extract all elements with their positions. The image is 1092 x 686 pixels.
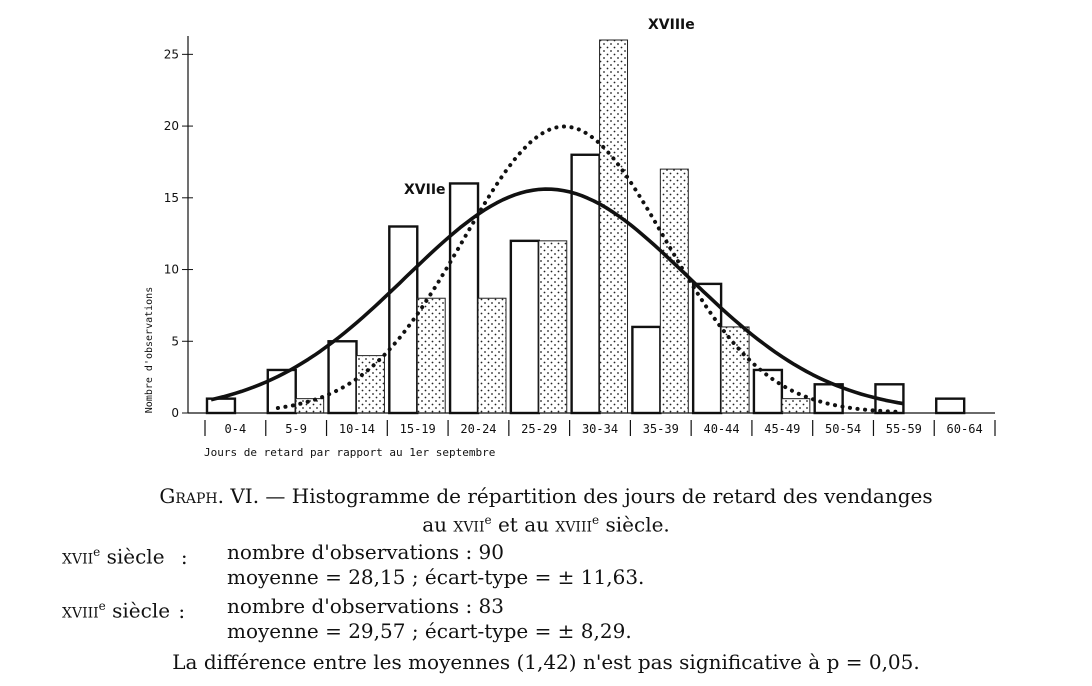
separator: : [172, 598, 186, 623]
bar-xviie [935, 397, 966, 415]
figure-caption: Graph. VI. — Histogramme de répartition … [0, 484, 1092, 537]
bar-xviie [327, 340, 358, 415]
x-axis-label: Jours de retard par rapport au 1er septe… [204, 446, 495, 459]
bar-xviiie [295, 398, 325, 414]
x-tick-label: 25-29 [521, 422, 557, 436]
bar-xviiie [720, 326, 750, 414]
x-tick-label: 60-64 [947, 422, 983, 436]
caption-century-17: xvii [453, 512, 485, 537]
y-tick-label: 20 [164, 119, 179, 133]
stats-count: nombre d'observations : 83 [227, 594, 504, 618]
curves-layer: XVIIe XVIIIe [210, 17, 905, 414]
conclusion-note: La différence entre les moyennes (1,42) … [172, 650, 920, 674]
century-sup: e [98, 599, 106, 613]
x-tick-label: 5-9 [285, 422, 307, 436]
stats-17th-century: xviie siècle : nombre d'observations : 9… [62, 540, 962, 590]
caption-line-2: au xviie et au xviiie siècle. [0, 508, 1092, 537]
bar-xviiie [599, 39, 629, 414]
x-tick-label: 40-44 [703, 422, 739, 436]
bar-xviie [631, 325, 662, 415]
bar-xviiie [355, 355, 385, 414]
caption-sup: e [592, 513, 600, 527]
caption-sup: e [484, 513, 492, 527]
stats-18th-century: xviiie siècle : nombre d'observations : … [62, 594, 962, 644]
caption-title: — Histogramme de répartition des jours d… [259, 484, 933, 508]
curve-label-xviie: XVIIe [404, 182, 446, 198]
caption-line-1: Graph. VI. — Histogramme de répartition … [0, 484, 1092, 508]
century-name: xviii [62, 598, 99, 623]
x-tick-label: 15-19 [400, 422, 436, 436]
caption-figure-number: Graph. VI. [159, 484, 260, 508]
bar-xviiie [477, 297, 507, 414]
caption-text: au [422, 512, 454, 537]
x-tick-label: 45-49 [764, 422, 800, 436]
bar-xviiie [416, 297, 446, 414]
axes-layer: 0 5 10 15 20 25 0-4 5-9 10-14 15-19 20-24 25-29 30-3… [164, 36, 996, 436]
separator: : [174, 544, 188, 569]
bars-layer [205, 39, 966, 415]
fitted-curve-xviie [210, 187, 905, 406]
bar-xviie [509, 239, 541, 415]
curve-label-xviiie: XVIIIe [648, 17, 695, 33]
caption-text: et au [491, 512, 556, 537]
y-tick-label: 0 [171, 406, 179, 420]
stats-mean-sd: moyenne = 29,57 ; écart-type = ± 8,29. [227, 619, 632, 643]
x-tick-label: 50-54 [825, 422, 861, 436]
bar-xviie [752, 368, 784, 415]
y-tick-label: 25 [164, 47, 179, 61]
bar-xviiie [538, 240, 568, 414]
y-tick-label: 15 [164, 191, 179, 205]
x-tick-label: 30-34 [582, 422, 618, 436]
bar-xviie [813, 383, 844, 415]
x-tick-label: 20-24 [460, 422, 496, 436]
caption-text: siècle. [599, 512, 670, 537]
y-tick-label: 5 [171, 334, 179, 348]
stats-label: xviiie siècle : [62, 594, 185, 624]
bar-xviiie [781, 398, 811, 414]
y-tick-label: 10 [164, 263, 179, 277]
century-suffix: siècle [105, 598, 171, 623]
bar-xviie [205, 397, 237, 415]
century-name: xvii [62, 544, 94, 569]
x-tick-label: 10-14 [339, 422, 375, 436]
stats-label: xviie siècle : [62, 540, 188, 570]
caption-century-18: xviii [555, 512, 593, 537]
x-tick-label: 35-39 [643, 422, 679, 436]
x-tick-label: 55-59 [886, 422, 922, 436]
histogram-chart: XVIIe XVIIIe 0 5 10 15 20 25 0-4 5-9 10-14 15-19 20… [144, 17, 996, 459]
stats-mean-sd: moyenne = 28,15 ; écart-type = ± 11,63. [227, 565, 645, 589]
century-suffix: siècle [100, 544, 165, 569]
x-tick-label: 0-4 [225, 422, 247, 436]
century-sup: e [93, 545, 101, 559]
bar-xviiie [659, 168, 689, 414]
stats-count: nombre d'observations : 90 [227, 540, 504, 564]
y-axis-label: Nombre d'observations [144, 287, 155, 413]
